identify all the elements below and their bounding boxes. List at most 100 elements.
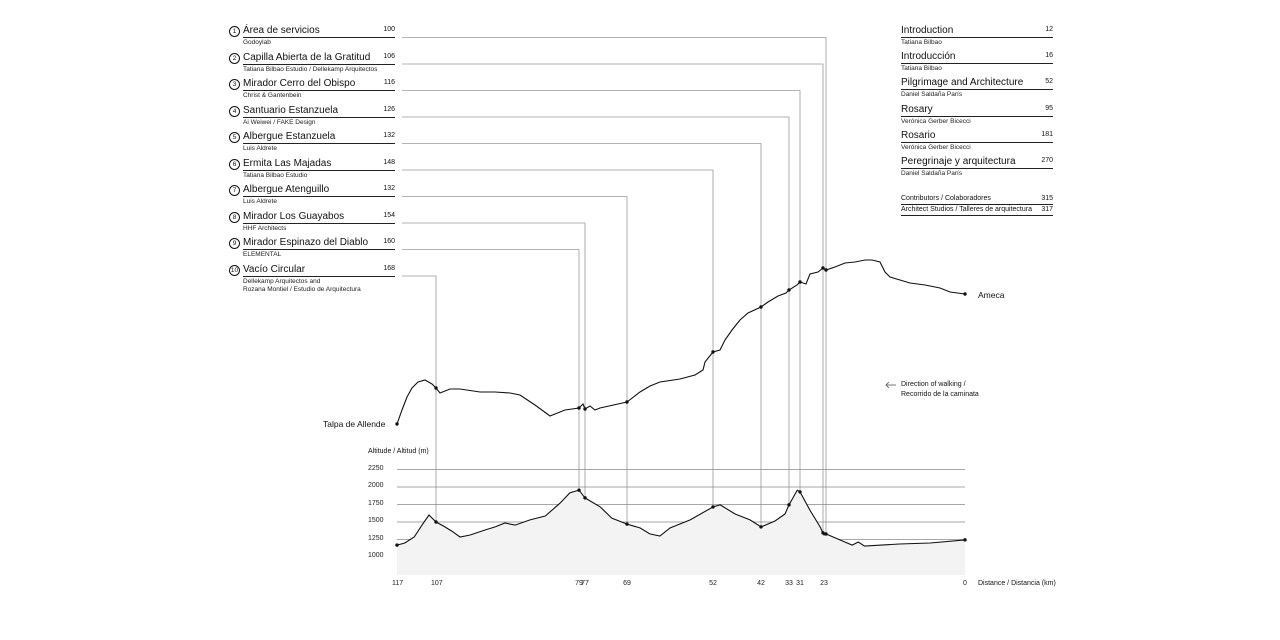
site-number-badge: 7 — [229, 185, 240, 196]
site-guide-line — [402, 196, 628, 575]
site-architect: Dellekamp Arquitectos and Rozana Montiel… — [243, 277, 361, 294]
elevation-area — [397, 490, 965, 575]
essay-title-underline — [901, 115, 1053, 117]
site-title: Mirador Cerro del Obispo — [243, 78, 356, 89]
site-number-badge: 8 — [229, 211, 240, 223]
site-title-underline — [243, 116, 395, 118]
profile-site-dot — [759, 525, 763, 529]
essay-title-underline — [901, 168, 1053, 169]
site-number-badge: 9 — [229, 238, 240, 249]
route-site-dot — [824, 268, 828, 272]
essay-title: Introducción — [901, 51, 956, 63]
x-tick-label: 33 — [785, 580, 793, 587]
route-start-label: Talpa de Allende — [323, 419, 386, 429]
back-matter-page: 317 — [1041, 206, 1053, 213]
site-page-number: 168 — [383, 264, 395, 272]
x-tick-label: 23 — [820, 580, 828, 587]
direction-label-en: Direction of walking / — [901, 381, 966, 388]
essay-author: Tatiana Bilbao — [901, 39, 942, 46]
back-matter-title: Contributors / Colaboradores — [901, 195, 991, 202]
site-title: Vacío Circular — [243, 263, 306, 275]
arrow-left-icon — [885, 381, 896, 389]
site-architect: Luis Aldrete — [243, 198, 277, 205]
x-tick-label: 79 — [575, 580, 583, 587]
site-title: Ermita Las Majadas — [243, 157, 332, 169]
profile-site-dot — [798, 490, 802, 494]
y-tick-label: 1250 — [368, 534, 384, 542]
site-guide-line — [402, 169, 714, 575]
site-page-number: 154 — [383, 211, 395, 219]
site-title-underline — [243, 222, 395, 224]
x-tick-label: 69 — [623, 580, 631, 587]
x-tick-label: 52 — [709, 580, 717, 587]
essay-title: Pilgrimage and Architecture — [901, 77, 1024, 89]
site-guide-line — [402, 37, 827, 575]
route-site-dot — [759, 305, 763, 309]
x-tick-label: 107 — [431, 580, 443, 587]
site-page-number: 100 — [383, 26, 395, 33]
x-tick-label: 42 — [757, 580, 765, 587]
essay-author: Daniel Saldaña París — [901, 170, 963, 177]
profile-site-dot — [625, 522, 629, 526]
route-end-label: Ameca — [978, 290, 1005, 300]
site-architect: Christ & Gantenbein — [243, 92, 302, 99]
y-axis-label: Altitude / Altitud (m) — [368, 448, 429, 455]
site-guide-line — [402, 116, 790, 575]
route-site-dot — [798, 280, 802, 284]
site-page-number: 132 — [383, 132, 395, 139]
site-title: Mirador Los Guayabos — [243, 210, 345, 222]
x-axis-label: Distance / Distancia (km) — [978, 580, 1056, 587]
route-site-dot — [787, 288, 791, 292]
route-site-dot — [577, 406, 581, 410]
essay-title-underline — [901, 37, 1053, 38]
site-markers — [395, 266, 967, 547]
essay-title: Rosary — [901, 103, 933, 115]
route-site-dot — [583, 407, 587, 411]
site-title-underline — [243, 169, 395, 171]
site-number-badge: 5 — [229, 132, 240, 143]
profile-site-dot — [963, 538, 967, 542]
x-tick-label: 77 — [581, 580, 589, 587]
site-page-number: 160 — [383, 238, 395, 245]
back-matter-underline — [901, 215, 1053, 216]
site-number-badge: 6 — [229, 158, 240, 170]
site-architect: Luis Aldrete — [243, 145, 277, 152]
route-site-dot — [395, 422, 399, 426]
route-map-line — [396, 259, 966, 425]
site-title: Área de servicios — [243, 25, 320, 36]
route-site-dot — [434, 386, 438, 390]
route-site-dot — [625, 400, 629, 404]
site-number-badge: 3 — [229, 79, 240, 90]
essay-title: Peregrinaje y arquitectura — [901, 156, 1016, 167]
essay-page-number: 270 — [1041, 157, 1053, 164]
x-tick-label: 31 — [796, 580, 804, 587]
profile-site-dot — [577, 488, 581, 492]
y-tick-label: 1500 — [368, 517, 384, 524]
essay-author: Daniel Saldaña París — [901, 91, 963, 99]
site-title-underline — [243, 63, 395, 65]
route-site-dot — [821, 266, 825, 270]
site-page-number: 106 — [383, 52, 395, 60]
essay-title: Rosario — [901, 129, 936, 141]
essay-page-number: 95 — [1045, 104, 1053, 112]
essay-title-underline — [901, 63, 1053, 65]
site-number-badge: 1 — [229, 26, 240, 37]
elevation-profile-line — [396, 489, 966, 547]
essay-title-underline — [901, 89, 1053, 91]
site-architect: Ai Weiwei / FAKE Design — [243, 118, 316, 126]
site-number-badge: 2 — [229, 52, 240, 64]
site-guide-lines — [402, 37, 827, 575]
essay-title: Introduction — [901, 25, 954, 36]
site-page-number: 116 — [383, 79, 395, 86]
site-guide-line — [402, 143, 762, 575]
essay-author: Verónica Gerber Bicecci — [901, 143, 971, 151]
site-number-badge: 4 — [229, 105, 240, 117]
site-guide-line — [402, 63, 824, 575]
profile-site-dot — [821, 531, 825, 535]
y-tick-label: 1000 — [368, 552, 384, 559]
profile-site-dot — [787, 503, 791, 507]
site-title-underline — [243, 249, 395, 250]
profile-site-dot — [434, 520, 438, 524]
site-page-number: 132 — [383, 185, 395, 192]
